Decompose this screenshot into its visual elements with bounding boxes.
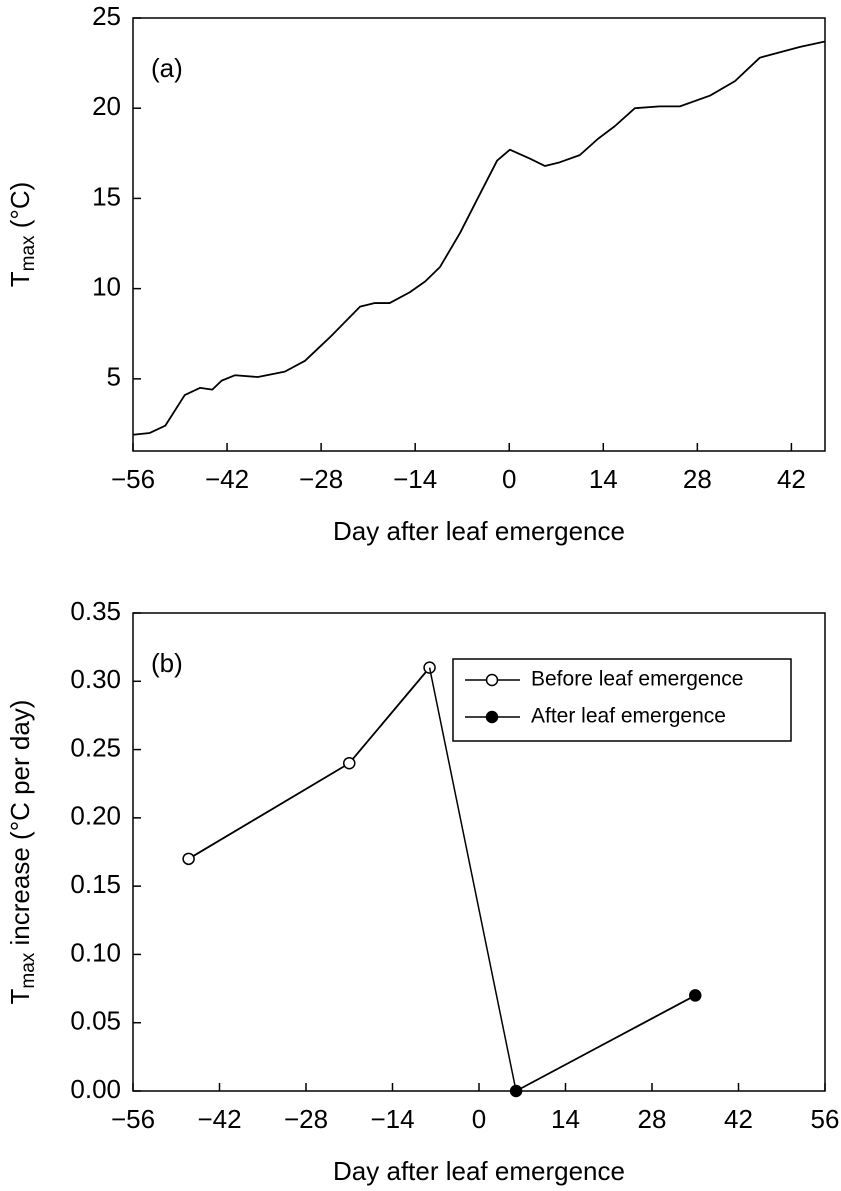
marker bbox=[689, 989, 702, 1002]
x-tick-label: −14 bbox=[393, 464, 437, 494]
y-axis-label-main: T bbox=[5, 271, 35, 287]
x-axis-label: Day after leaf emergence bbox=[333, 516, 625, 546]
y-tick-label: 0.20 bbox=[70, 801, 121, 831]
x-tick-label: −28 bbox=[299, 464, 343, 494]
legend-marker bbox=[485, 673, 499, 687]
x-tick-label: 42 bbox=[724, 1104, 753, 1134]
marker bbox=[509, 1084, 523, 1098]
x-tick-label: 56 bbox=[811, 1104, 840, 1134]
y-axis-label-rest: increase (°C per day) bbox=[5, 700, 35, 953]
legend-label: Before leaf emergence bbox=[531, 668, 743, 691]
x-tick-label: −28 bbox=[284, 1104, 328, 1134]
plot-frame bbox=[132, 17, 826, 452]
y-tick-label: 15 bbox=[92, 181, 121, 211]
y-axis-label: Tmax increase (°C per day) bbox=[5, 700, 39, 1005]
marker bbox=[343, 756, 356, 770]
x-tick-label: −42 bbox=[205, 464, 249, 494]
x-tick-label: 0 bbox=[472, 1104, 486, 1134]
panel-label: (a) bbox=[151, 53, 183, 83]
y-axis-label-sub: max bbox=[18, 952, 39, 988]
y-tick-label: 20 bbox=[92, 91, 121, 121]
y-axis-label-main: T bbox=[5, 988, 35, 1004]
x-tick-label: −56 bbox=[111, 464, 155, 494]
y-tick-label: 0.15 bbox=[70, 869, 121, 899]
legend-label: After leaf emergence bbox=[531, 705, 726, 728]
x-tick-label: −42 bbox=[197, 1104, 241, 1134]
y-tick-label: 0.00 bbox=[70, 1074, 121, 1104]
y-tick-label: 0.05 bbox=[70, 1006, 121, 1036]
panel-label: (b) bbox=[151, 648, 183, 678]
x-tick-label: 14 bbox=[589, 464, 618, 494]
y-tick-label: 5 bbox=[107, 362, 121, 392]
y-tick-label: 0.35 bbox=[70, 596, 121, 626]
x-tick-label: 28 bbox=[683, 464, 712, 494]
data-line bbox=[515, 994, 696, 1092]
y-tick-label: 0.25 bbox=[70, 732, 121, 762]
y-axis-label-sub: max bbox=[18, 235, 39, 271]
y-tick-label: 10 bbox=[92, 272, 121, 302]
y-axis-label-rest: (°C) bbox=[5, 182, 35, 236]
y-tick-label: 0.30 bbox=[70, 664, 121, 694]
legend-marker bbox=[485, 710, 499, 724]
legend: Before leaf emergence After leaf emergenc… bbox=[452, 658, 792, 742]
x-tick-label: −14 bbox=[370, 1104, 414, 1134]
x-axis-label: Day after leaf emergence bbox=[333, 1156, 625, 1186]
y-axis-label: Tmax (°C) bbox=[5, 182, 39, 288]
x-tick-label: −56 bbox=[111, 1104, 155, 1134]
y-tick-label: 0.10 bbox=[70, 937, 121, 967]
x-tick-label: 28 bbox=[638, 1104, 667, 1134]
legend-box bbox=[452, 658, 792, 742]
connector bbox=[428, 667, 517, 1092]
data-line bbox=[188, 667, 431, 860]
data-line bbox=[132, 40, 826, 436]
x-tick-label: 14 bbox=[551, 1104, 580, 1134]
x-tick-label: 0 bbox=[502, 464, 516, 494]
x-tick-label: 42 bbox=[777, 464, 806, 494]
marker bbox=[182, 852, 195, 866]
y-tick-label: 25 bbox=[92, 1, 121, 31]
